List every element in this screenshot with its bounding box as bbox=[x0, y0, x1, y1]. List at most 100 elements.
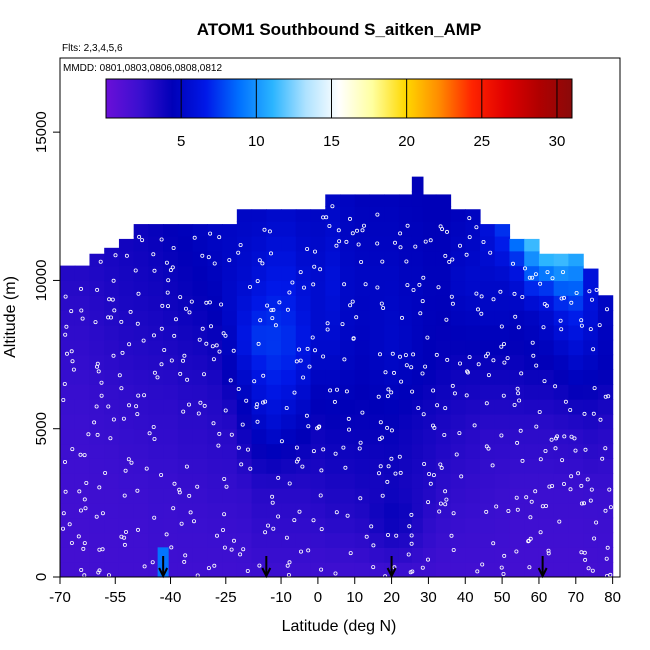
sample-point bbox=[106, 404, 111, 409]
heatmap-cell bbox=[465, 517, 481, 534]
heatmap-cell bbox=[369, 295, 385, 311]
heatmap-cell bbox=[398, 250, 413, 267]
heatmap-cell bbox=[435, 517, 452, 534]
sample-point bbox=[69, 349, 74, 354]
heatmap-cell bbox=[568, 413, 584, 430]
heatmap-cell bbox=[384, 517, 400, 534]
heatmap-cell bbox=[509, 310, 525, 326]
heatmap-cell bbox=[450, 310, 466, 326]
heatmap-cell bbox=[133, 458, 150, 474]
heatmap-cell bbox=[192, 339, 208, 356]
heatmap-cell bbox=[480, 235, 496, 252]
heatmap-cell bbox=[133, 562, 150, 577]
heatmap-cell bbox=[104, 532, 120, 548]
heatmap-cell bbox=[465, 310, 481, 326]
y-axis: 0 5000 10000 15000 bbox=[33, 111, 60, 581]
heatmap-cell bbox=[450, 502, 466, 519]
sample-point bbox=[298, 549, 303, 554]
sample-point bbox=[520, 458, 525, 463]
heatmap-cell bbox=[325, 295, 341, 311]
sample-point bbox=[598, 417, 603, 422]
heatmap-cell bbox=[450, 295, 466, 311]
heatmap-cell bbox=[177, 428, 194, 445]
sample-point bbox=[490, 463, 495, 468]
heatmap-cell bbox=[568, 428, 584, 445]
sample-point bbox=[582, 550, 587, 555]
heatmap-cell bbox=[583, 532, 599, 548]
heatmap-cell bbox=[192, 224, 208, 237]
heatmap-cell bbox=[207, 413, 223, 430]
heatmap-cell bbox=[222, 473, 238, 489]
sample-point bbox=[262, 227, 267, 232]
heatmap-cell bbox=[583, 428, 599, 445]
heatmap-cell bbox=[524, 562, 540, 577]
heatmap-cell bbox=[236, 369, 253, 385]
heatmap-cell bbox=[450, 458, 466, 474]
colorbar-tick-label: 30 bbox=[549, 133, 566, 150]
sample-point bbox=[450, 257, 455, 262]
heatmap-cell bbox=[266, 324, 282, 341]
heatmap-cell bbox=[480, 280, 496, 296]
heatmap-cell bbox=[538, 458, 555, 474]
heatmap-cell bbox=[450, 250, 466, 267]
sample-point bbox=[100, 547, 105, 552]
heatmap-cell bbox=[398, 502, 413, 519]
sample-point bbox=[512, 402, 517, 407]
heatmap-cell bbox=[465, 221, 481, 237]
heatmap-cell bbox=[74, 443, 91, 459]
heatmap-cell bbox=[465, 295, 481, 311]
sample-point bbox=[142, 393, 147, 398]
sample-point bbox=[530, 340, 535, 345]
heatmap-cell bbox=[480, 369, 496, 385]
sample-point bbox=[342, 357, 347, 362]
sample-point bbox=[604, 556, 609, 561]
sample-point bbox=[177, 490, 182, 495]
heatmap-cell bbox=[553, 310, 570, 326]
heatmap-cell bbox=[411, 443, 424, 459]
sample-point bbox=[420, 565, 425, 570]
sample-point bbox=[166, 278, 171, 283]
heatmap-cell bbox=[398, 324, 413, 341]
sample-point bbox=[200, 253, 205, 258]
sample-point bbox=[151, 252, 156, 257]
heatmap-cell bbox=[266, 250, 282, 267]
heatmap-cell bbox=[465, 324, 481, 341]
sample-point bbox=[600, 456, 605, 461]
heatmap-cell bbox=[207, 562, 223, 577]
sample-point bbox=[294, 359, 299, 364]
heatmap-cell bbox=[266, 221, 282, 237]
heatmap-cell bbox=[133, 413, 150, 430]
sample-point bbox=[558, 318, 563, 323]
sample-point bbox=[204, 300, 209, 305]
plot-frame bbox=[59, 57, 621, 578]
heatmap-cell bbox=[222, 339, 238, 356]
heatmap-cell bbox=[398, 488, 413, 504]
heatmap-cell bbox=[538, 384, 555, 400]
sample-point bbox=[98, 259, 103, 264]
heatmap-cell bbox=[465, 458, 481, 474]
heatmap-cell bbox=[177, 502, 194, 519]
heatmap-cell bbox=[325, 310, 341, 326]
sample-point bbox=[315, 426, 320, 431]
heatmap-cell bbox=[281, 443, 297, 459]
sample-point bbox=[443, 489, 448, 494]
heatmap-cell bbox=[325, 458, 341, 474]
heatmap-cell bbox=[177, 324, 194, 341]
heatmap-cell bbox=[435, 384, 452, 400]
sample-point bbox=[569, 300, 574, 305]
x-tick-label: 50 bbox=[494, 589, 511, 606]
y-tick-label: 10000 bbox=[33, 260, 50, 302]
heatmap-cell bbox=[524, 413, 540, 430]
heatmap-cell bbox=[295, 280, 312, 296]
sample-point bbox=[312, 264, 317, 269]
heatmap-cell bbox=[450, 547, 466, 563]
heatmap-cell bbox=[281, 399, 297, 415]
heatmap-cell bbox=[553, 369, 570, 385]
sample-point bbox=[294, 459, 299, 464]
heatmap-cell bbox=[369, 399, 385, 415]
sample-point bbox=[444, 317, 449, 322]
sample-point bbox=[95, 432, 100, 437]
heatmap-cell bbox=[369, 265, 385, 282]
sample-point bbox=[550, 276, 555, 281]
